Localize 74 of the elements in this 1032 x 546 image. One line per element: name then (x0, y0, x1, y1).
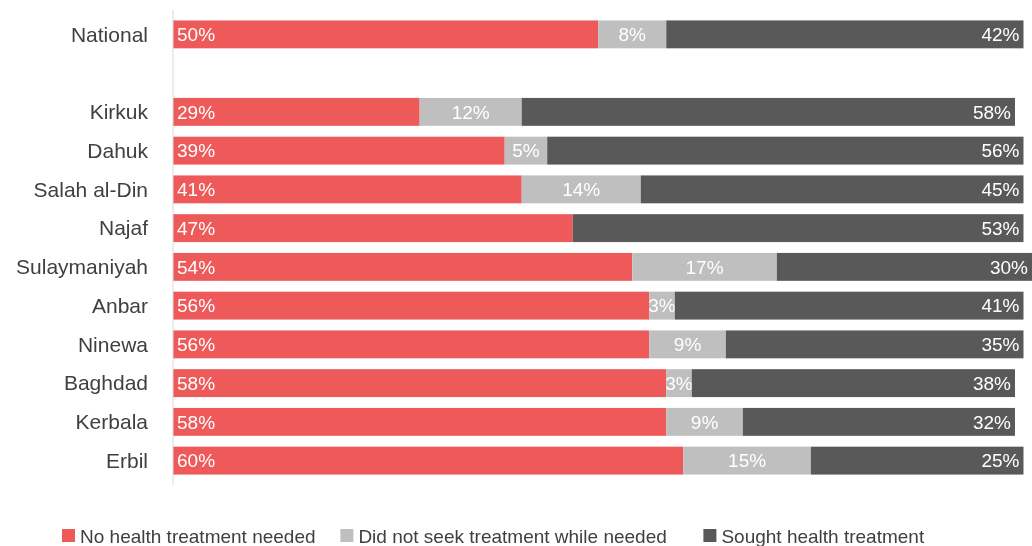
bar (419, 97, 522, 126)
bar (649, 330, 726, 359)
data-label: 58% (177, 372, 216, 394)
bar (776, 252, 1032, 281)
data-label: 41% (981, 295, 1020, 317)
legend-label: Sought health treatment (721, 525, 925, 546)
data-label: 53% (981, 217, 1020, 239)
bar (173, 136, 505, 165)
bar (173, 446, 684, 475)
data-label: 38% (972, 372, 1012, 394)
data-label: 35% (981, 334, 1020, 356)
bar (173, 369, 667, 398)
y-tick-label: Baghdad (63, 371, 148, 395)
bar (173, 20, 599, 49)
y-tick-label: Kerbala (75, 410, 149, 434)
y-tick-label: Ninewa (77, 332, 149, 356)
data-label: 12% (451, 101, 490, 123)
bar (521, 97, 1015, 126)
data-label: 47% (177, 217, 216, 239)
bar (666, 20, 1024, 49)
data-label: 54% (177, 256, 216, 278)
y-tick-label: National (70, 22, 148, 46)
bar (521, 175, 641, 204)
y-tick-label: Dahuk (87, 138, 149, 162)
data-label: 45% (981, 179, 1020, 201)
data-label: 8% (618, 24, 647, 46)
bar (173, 291, 650, 320)
data-label: 9% (673, 334, 702, 356)
bar (810, 446, 1024, 475)
data-label: 30% (989, 256, 1029, 278)
bar (674, 291, 1024, 320)
data-label: 56% (177, 334, 216, 356)
bar (173, 214, 573, 243)
data-label: 50% (177, 24, 216, 46)
bar (640, 175, 1024, 204)
data-label: 58% (972, 101, 1012, 123)
bar (173, 407, 667, 436)
y-tick-label: Sulaymaniyah (16, 255, 148, 279)
data-label: 41% (177, 179, 216, 201)
data-label: 39% (177, 140, 216, 162)
legend-label: No health treatment needed (80, 525, 316, 546)
data-label: 5% (512, 140, 540, 162)
bar (666, 407, 743, 436)
data-label: 56% (177, 295, 216, 317)
y-tick-label: Kirkuk (89, 100, 149, 124)
data-label: 56% (981, 140, 1020, 162)
bar (572, 214, 1024, 243)
bar (547, 136, 1024, 165)
data-label: 32% (972, 411, 1012, 433)
y-tick-label: Najaf (98, 216, 149, 240)
data-label: 25% (981, 450, 1020, 472)
data-label: 58% (177, 411, 216, 433)
y-tick-label: Anbar (91, 293, 148, 317)
bar (683, 446, 811, 475)
bar (173, 330, 650, 359)
bar (173, 252, 633, 281)
data-label: 15% (728, 450, 767, 472)
legend-label: Did not seek treatment while needed (358, 525, 667, 546)
bar (173, 97, 420, 126)
data-label: 3% (648, 295, 676, 317)
data-label: 60% (177, 450, 216, 472)
data-label: 42% (981, 24, 1020, 46)
bar (691, 369, 1015, 398)
y-tick-label: Erbil (105, 448, 148, 472)
data-label: 29% (177, 101, 216, 123)
bar (742, 407, 1015, 436)
bar (725, 330, 1024, 359)
bar (173, 175, 522, 204)
data-label: 14% (562, 179, 601, 201)
y-tick-label: Salah al-Din (33, 177, 148, 201)
data-label: 3% (665, 372, 693, 394)
bar (632, 252, 777, 281)
data-label: 17% (685, 256, 724, 278)
data-label: 9% (690, 411, 719, 433)
